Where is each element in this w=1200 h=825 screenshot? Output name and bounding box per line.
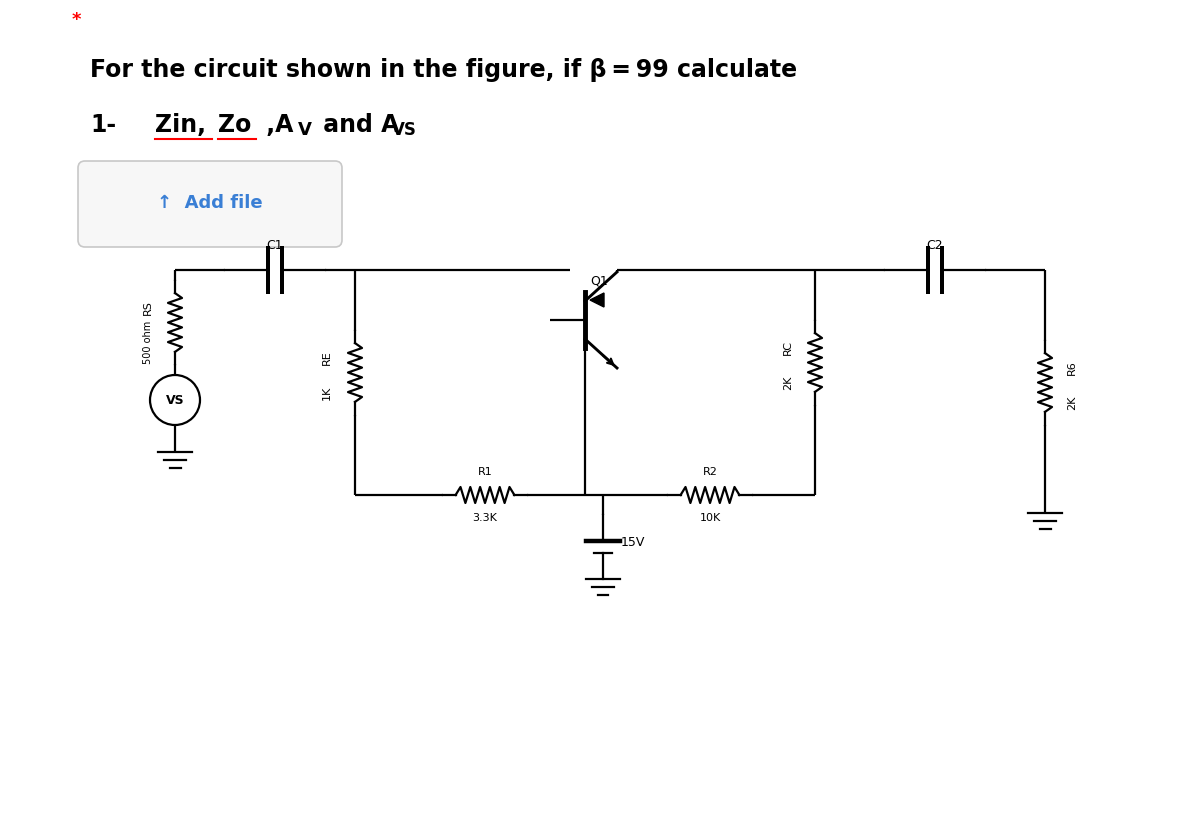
FancyBboxPatch shape: [78, 161, 342, 247]
Text: 500 ohm: 500 ohm: [143, 321, 154, 364]
Text: 2K: 2K: [784, 375, 793, 389]
Polygon shape: [590, 293, 604, 307]
Text: 2K: 2K: [1067, 395, 1078, 410]
Text: and A: and A: [314, 113, 400, 137]
Text: Zin,: Zin,: [155, 113, 206, 137]
Text: C1: C1: [266, 239, 283, 252]
Text: ,A: ,A: [258, 113, 293, 137]
Text: C2: C2: [926, 239, 943, 252]
Text: Q1: Q1: [590, 275, 607, 288]
Text: Zo: Zo: [218, 113, 251, 137]
Text: 1-: 1-: [90, 113, 116, 137]
Text: 10K: 10K: [700, 513, 721, 523]
Text: For the circuit shown in the figure, if β = 99 calculate: For the circuit shown in the figure, if …: [90, 58, 797, 82]
Text: *: *: [72, 11, 82, 29]
Text: RE: RE: [322, 350, 332, 365]
Text: ↑  Add file: ↑ Add file: [157, 194, 263, 212]
Text: VS: VS: [392, 121, 416, 139]
Text: RS: RS: [143, 300, 154, 315]
Text: R2: R2: [702, 467, 718, 477]
Text: R6: R6: [1067, 361, 1078, 375]
Text: 1K: 1K: [322, 385, 332, 399]
Text: VS: VS: [166, 394, 185, 407]
Text: 3.3K: 3.3K: [473, 513, 498, 523]
Text: RC: RC: [784, 340, 793, 355]
Text: V: V: [298, 121, 312, 139]
Text: 15V: 15V: [622, 535, 646, 549]
Text: R1: R1: [478, 467, 492, 477]
